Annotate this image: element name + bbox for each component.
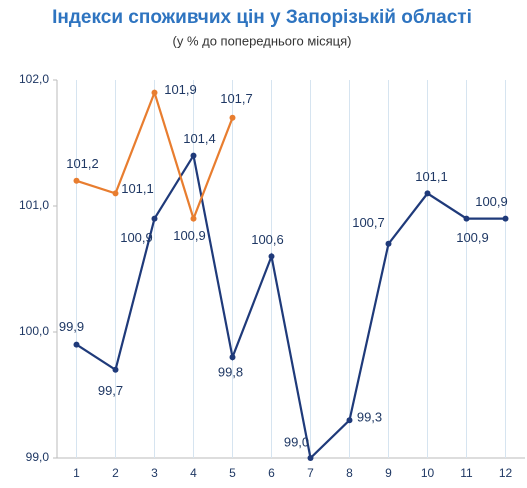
x-tick-label: 9 — [385, 466, 392, 480]
point — [502, 215, 509, 222]
x-tick-label: 6 — [268, 466, 275, 480]
value-label: 100,9 — [475, 194, 508, 209]
x-tick-label: 11 — [460, 466, 473, 480]
point — [307, 455, 314, 461]
y-tick-label: 102,0 — [19, 72, 49, 86]
value-label: 100,9 — [120, 230, 153, 245]
value-label: 99,3 — [357, 410, 382, 425]
x-tick-label: 12 — [499, 466, 513, 480]
value-label: 99,7 — [98, 383, 123, 398]
value-label: 101,7 — [220, 91, 253, 106]
x-tick-label: 8 — [346, 466, 353, 480]
point — [229, 354, 236, 361]
point — [463, 215, 470, 222]
point — [112, 190, 119, 197]
value-label: 99,8 — [218, 365, 243, 380]
value-label: 101,2 — [66, 156, 99, 171]
x-tick-label: 7 — [307, 466, 314, 480]
value-label: 101,1 — [415, 169, 448, 184]
value-label: 99,9 — [59, 319, 84, 334]
point — [151, 89, 158, 96]
point — [151, 215, 158, 222]
point — [190, 215, 197, 222]
point — [73, 177, 80, 184]
x-tick-label: 2 — [112, 466, 119, 480]
x-tick-label: 5 — [229, 466, 236, 480]
point — [268, 253, 275, 260]
point — [385, 240, 392, 247]
value-label: 100,7 — [352, 215, 385, 230]
y-tick-label: 101,0 — [19, 198, 49, 212]
value-label: 101,1 — [121, 181, 154, 196]
x-tick-label: 4 — [190, 466, 197, 480]
point — [73, 341, 80, 348]
point — [190, 152, 197, 159]
value-label: 100,9 — [456, 230, 489, 245]
series-line — [75, 152, 506, 461]
value-label: 101,4 — [183, 131, 216, 146]
x-tick-label: 10 — [421, 466, 435, 480]
y-tick-label: 99,0 — [26, 450, 50, 464]
x-tick-label: 1 — [73, 466, 80, 480]
y-tick-label: 100,0 — [19, 324, 49, 338]
point — [112, 366, 119, 373]
x-tick-label: 3 — [151, 466, 158, 480]
chart-title: Індекси споживчих цін у Запорізькій обла… — [52, 7, 472, 28]
value-label: 100,6 — [251, 232, 284, 247]
value-label: 101,9 — [164, 82, 197, 97]
value-label: 100,9 — [173, 228, 206, 243]
point — [229, 114, 236, 121]
point — [346, 417, 353, 424]
value-label: 99,0 — [284, 434, 309, 449]
point — [424, 190, 431, 197]
chart-subtitle: (у % до попереднього місяця) — [173, 33, 352, 48]
